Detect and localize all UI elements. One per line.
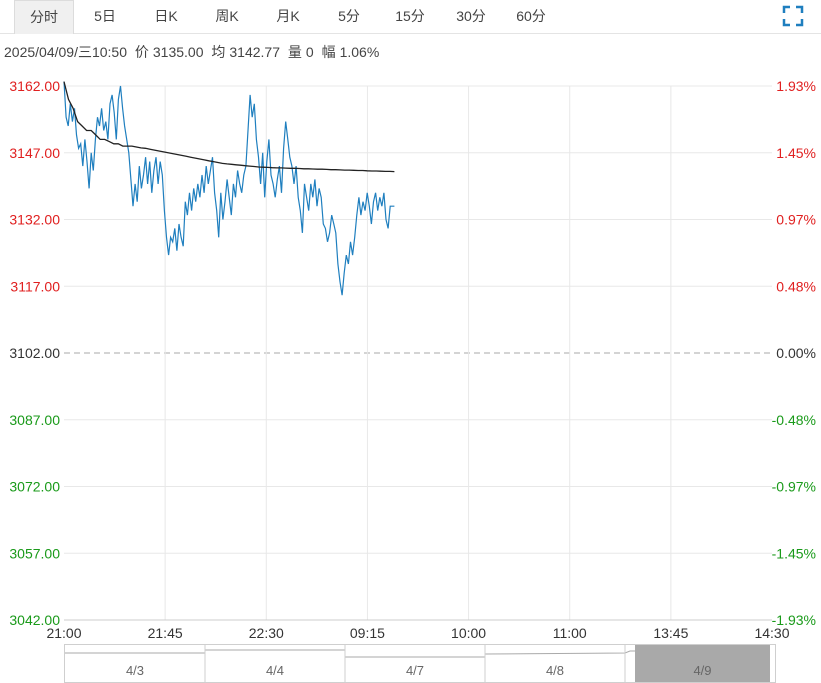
nav-day-4-7[interactable]: 4/7 [405,663,425,678]
average-line [63,81,395,173]
range-value: 1.06% [339,44,380,60]
x-tick-label: 21:45 [148,625,183,641]
x-tick-label: 13:45 [653,625,688,641]
pct-tick-label: -0.97% [772,479,816,495]
y-tick-label: 3087.00 [9,412,60,428]
y-tick-label: 3072.00 [9,479,60,495]
pct-tick-label: 0.00% [776,345,816,361]
tab-daily-k[interactable]: 日K [154,8,178,24]
nav-day-4-9-selected[interactable]: 4/9 [635,645,770,682]
period-tab-bar: 分时 5日 日K 周K 月K 5分 15分 30分 60分 [0,0,821,34]
x-tick-label: 22:30 [249,625,284,641]
tab-30-min[interactable]: 30分 [456,8,486,24]
quote-datetime: 2025/04/09/三10:50 [4,44,127,60]
nav-day-4-8[interactable]: 4/8 [545,663,565,678]
pct-tick-label: 1.93% [776,78,816,94]
tab-15-min[interactable]: 15分 [395,8,425,24]
day-navigator[interactable]: 4/3 4/4 4/7 4/8 4/9 [64,644,776,683]
pct-tick-label: -1.45% [772,545,816,561]
tab-60-min[interactable]: 60分 [516,8,546,24]
tab-5-day[interactable]: 5日 [94,8,116,24]
tab-monthly-k[interactable]: 月K [276,8,300,24]
x-tick-label: 10:00 [451,625,486,641]
tab-5-min[interactable]: 5分 [338,8,360,24]
tab-weekly-k[interactable]: 周K [215,8,239,24]
nav-day-4-4[interactable]: 4/4 [265,663,285,678]
range-label: 幅 [321,44,336,60]
pct-tick-label: -0.48% [772,412,816,428]
nav-day-4-3[interactable]: 4/3 [125,663,145,678]
y-tick-label: 3132.00 [9,212,60,228]
y-tick-label: 3102.00 [9,345,60,361]
tab-intraday[interactable]: 分时 [14,0,74,34]
y-tick-label: 3147.00 [9,145,60,161]
x-tick-label: 11:00 [553,625,587,641]
price-line [63,81,395,296]
pct-tick-label: 0.97% [776,212,816,228]
expand-icon[interactable] [781,4,805,28]
price-value: 3135.00 [152,44,204,60]
x-tick-label: 21:00 [46,625,81,641]
pct-tick-label: 1.45% [776,145,816,161]
navigator-sparkline [65,645,635,682]
x-tick-label: 09:15 [350,625,385,641]
y-tick-label: 3042.00 [9,612,60,628]
avg-label: 均 [211,44,226,60]
price-label: 价 [134,44,149,60]
y-tick-label: 3162.00 [9,78,60,94]
volume-value: 0 [305,44,314,60]
volume-label: 量 [287,44,302,60]
pct-tick-label: -1.93% [772,612,816,628]
x-tick-label: 14:30 [754,625,789,641]
y-tick-label: 3057.00 [9,545,60,561]
y-tick-label: 3117.00 [10,278,60,294]
intraday-chart[interactable]: 3162.00 1.93% 3147.00 1.45% 3132.00 0.97% 3117… [0,70,821,644]
avg-value: 3142.77 [229,44,280,60]
pct-tick-label: 0.48% [776,278,816,294]
